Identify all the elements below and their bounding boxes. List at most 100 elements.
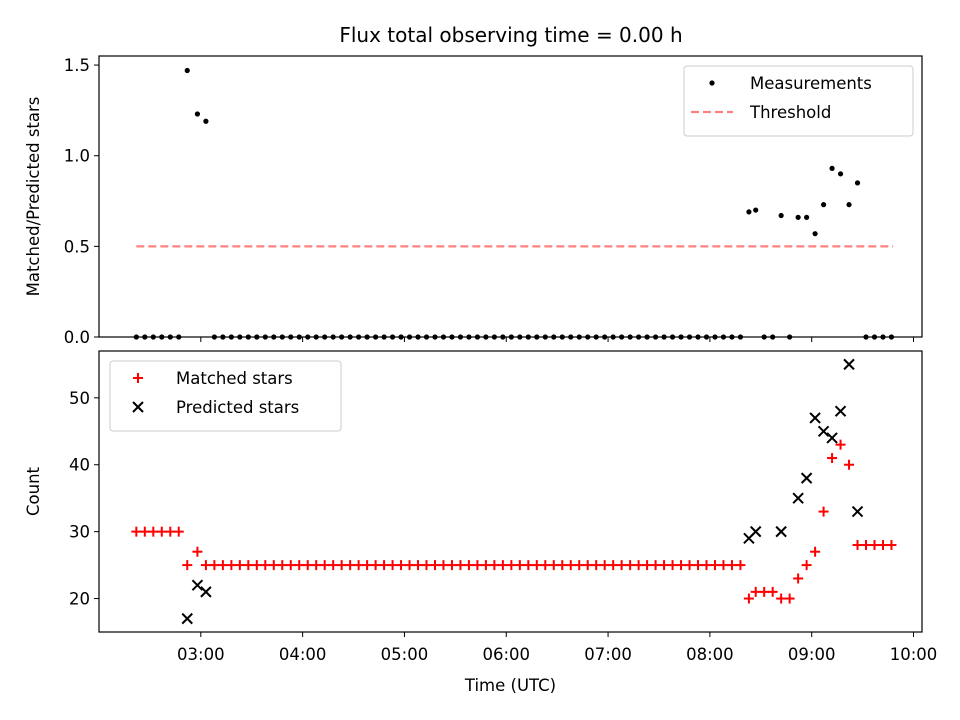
matched-star-point (844, 459, 855, 470)
measurement-point (142, 334, 148, 340)
matched-star-point (591, 560, 602, 571)
measurement-point (678, 334, 684, 340)
measurement-point (787, 334, 793, 340)
matched-star-point (217, 560, 228, 571)
matched-star-point (396, 560, 407, 571)
measurement-point (245, 334, 251, 340)
measurement-point (644, 334, 650, 340)
matched-star-point (243, 560, 254, 571)
matched-star-point (131, 526, 142, 537)
predicted-star-point (834, 405, 847, 417)
matched-star-point (726, 560, 737, 571)
matched-star-point (835, 439, 846, 450)
matched-star-point (148, 526, 159, 537)
matched-star-point (616, 560, 627, 571)
matched-star-point (463, 560, 474, 571)
measurement-point (167, 334, 173, 340)
bottom-x-tick-label: 04:00 (279, 645, 327, 664)
measurement-point (356, 334, 362, 340)
measurement-point (636, 334, 642, 340)
top-y-tick-label: 0.5 (64, 237, 90, 256)
measurement-point (500, 334, 506, 340)
matched-star-point (759, 586, 770, 597)
legend-marker-predicted-stars (132, 401, 144, 413)
measurement-point (381, 334, 387, 340)
measurement-point (610, 334, 616, 340)
bottom-panel: 20 30 40 50 03:00 04:00 05:00 06:00 07:00 08:00 09… (24, 350, 938, 695)
predicted-star-point (851, 505, 864, 518)
predicted-star-point (809, 412, 821, 424)
matched-star-point (353, 560, 364, 571)
measurement-point (661, 334, 667, 340)
measurement-point (389, 334, 396, 340)
measurement-point (474, 334, 481, 340)
predicted-star-point (200, 586, 212, 598)
matched-star-point (523, 560, 534, 571)
bottom-x-axis-label: Time (UTC) (464, 676, 556, 695)
matched-star-point (735, 560, 746, 571)
measurement-point (203, 118, 209, 124)
measurement-point (491, 334, 497, 340)
measurement-point (457, 334, 464, 340)
matched-star-point (642, 560, 653, 571)
measurement-point (466, 334, 472, 340)
measurement-point (159, 334, 165, 340)
measurement-point (288, 334, 294, 340)
bottom-y-tick-label: 30 (69, 523, 90, 542)
measurement-point (534, 334, 540, 340)
measurement-point (440, 334, 447, 340)
matched-star-point (514, 560, 525, 571)
matched-star-point (582, 560, 593, 571)
measurement-point (525, 334, 531, 340)
matched-star-point (599, 560, 610, 571)
matched-star-point (379, 560, 390, 571)
measurement-point (184, 67, 190, 74)
matched-star-point (302, 560, 313, 571)
bottom-x-tick-label: 10:00 (890, 645, 938, 664)
matched-star-point (548, 560, 559, 571)
predicted-star-point (800, 472, 813, 484)
measurement-point (695, 334, 701, 340)
bottom-x-tick-label: 09:00 (788, 645, 836, 664)
matched-star-point (362, 560, 373, 571)
measurement-point (449, 334, 455, 340)
measurement-point (863, 334, 869, 340)
measurement-point (150, 334, 156, 340)
matched-star-point (182, 560, 193, 571)
matched-star-point (684, 560, 695, 571)
measurement-point (729, 334, 735, 340)
measurement-point (415, 334, 421, 340)
matched-star-point (659, 560, 670, 571)
measurement-point (888, 334, 895, 340)
matched-star-point (861, 540, 872, 551)
matched-star-point (165, 526, 176, 537)
measurement-point (347, 334, 353, 340)
predicted-star-point (792, 492, 804, 504)
measurement-point (262, 334, 268, 340)
measurement-point (406, 334, 413, 340)
predicted-star-point (191, 579, 204, 591)
measurement-point (211, 334, 217, 340)
top-y-tick-label: 1.0 (64, 147, 90, 166)
matched-star-point (260, 560, 271, 571)
measurement-point (432, 334, 438, 340)
matched-star-point (633, 560, 644, 571)
matched-star-point (625, 560, 636, 571)
predicted-star-point (749, 525, 762, 538)
bottom-y-axis-label: Count (24, 466, 43, 516)
measurement-point (770, 334, 776, 340)
matched-star-point (345, 560, 356, 571)
matched-star-point (574, 560, 585, 571)
measurement-point (296, 334, 302, 340)
matched-star-point (869, 540, 880, 551)
matched-star-point (676, 560, 687, 571)
matched-star-point (531, 560, 542, 571)
matched-star-point (718, 560, 729, 571)
matched-star-point (268, 560, 279, 571)
measurement-point (517, 334, 523, 340)
matched-star-point (801, 560, 812, 571)
bottom-x-tick-label: 05:00 (381, 645, 429, 664)
measurement-point (551, 334, 557, 340)
measurement-point (619, 334, 625, 340)
